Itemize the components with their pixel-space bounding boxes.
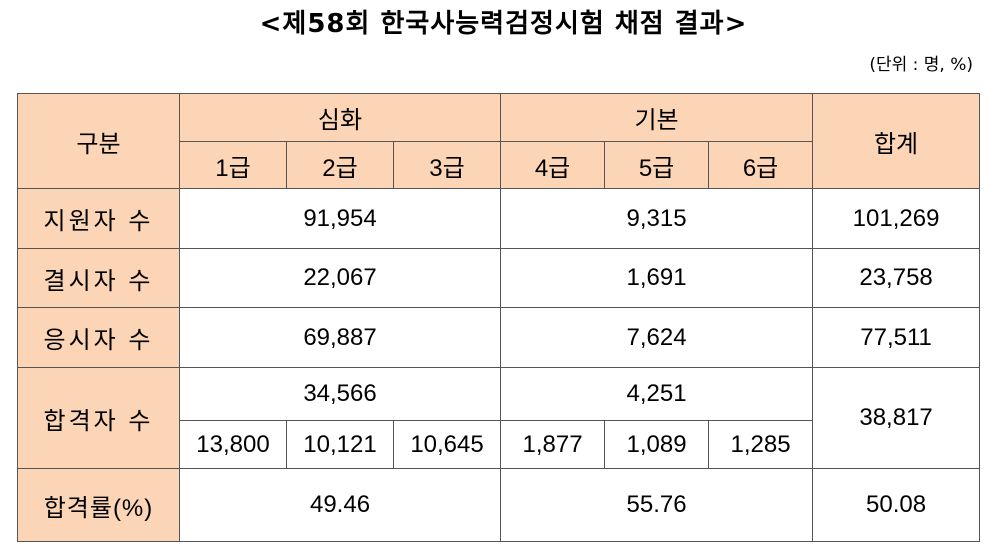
absentees-total: 23,758 bbox=[812, 248, 981, 308]
absentees-basic: 1,691 bbox=[500, 248, 814, 308]
examinees-advanced: 69,887 bbox=[178, 307, 502, 368]
header-grade-6: 6급 bbox=[708, 141, 814, 189]
pass-rate-total: 50.08 bbox=[812, 468, 981, 542]
passers-grade-5: 1,089 bbox=[604, 420, 710, 469]
row-label-passers: 합격자 수 bbox=[17, 367, 180, 469]
row-label-examinees: 응시자 수 bbox=[17, 307, 180, 368]
table-row: 응시자 수 69,887 7,624 77,511 bbox=[17, 307, 981, 368]
passers-basic: 4,251 bbox=[500, 367, 814, 421]
table-row: 지원자 수 91,954 9,315 101,269 bbox=[17, 188, 981, 249]
header-grade-3: 3급 bbox=[392, 141, 502, 189]
table-row: 합격률(%) 49.46 55.76 50.08 bbox=[17, 468, 981, 542]
pass-rate-advanced: 49.46 bbox=[178, 468, 502, 542]
examinees-total: 77,511 bbox=[812, 307, 981, 368]
table-row: 결시자 수 22,067 1,691 23,758 bbox=[17, 248, 981, 308]
table-row: 합격자 수 34,566 4,251 38,817 bbox=[17, 367, 981, 469]
absentees-advanced: 22,067 bbox=[178, 248, 502, 308]
row-label-applicants: 지원자 수 bbox=[17, 188, 180, 249]
header-grade-1: 1급 bbox=[179, 141, 287, 189]
passers-grade-1: 13,800 bbox=[179, 420, 287, 469]
examinees-basic: 7,624 bbox=[500, 307, 814, 368]
results-table: 구분 심화 기본 합계 1급 2급 3급 4급 5급 6급 지원자 수 91,9… bbox=[17, 93, 981, 542]
passers-advanced: 34,566 bbox=[178, 367, 502, 421]
row-label-pass-rate: 합격률(%) bbox=[17, 468, 180, 542]
passers-grade-4: 1,877 bbox=[500, 420, 606, 469]
pass-rate-basic: 55.76 bbox=[500, 468, 814, 542]
page-title: <제58회 한국사능력검정시험 채점 결과> bbox=[259, 9, 748, 39]
passers-grade-2: 10,121 bbox=[286, 420, 394, 469]
header-advanced: 심화 bbox=[178, 93, 502, 142]
applicants-total: 101,269 bbox=[812, 188, 981, 249]
header-total: 합계 bbox=[812, 93, 981, 189]
applicants-advanced: 91,954 bbox=[178, 188, 502, 249]
passers-grade-3: 10,645 bbox=[392, 420, 502, 469]
header-basic: 기본 bbox=[500, 93, 814, 142]
header-grade-2: 2급 bbox=[286, 141, 394, 189]
passers-total: 38,817 bbox=[812, 367, 981, 469]
unit-note: (단위 : 명, %) bbox=[869, 55, 973, 75]
applicants-basic: 9,315 bbox=[500, 188, 814, 249]
header-category: 구분 bbox=[17, 93, 180, 189]
header-grade-4: 4급 bbox=[500, 141, 606, 189]
header-grade-5: 5급 bbox=[604, 141, 710, 189]
passers-grade-6: 1,285 bbox=[708, 420, 814, 469]
row-label-absentees: 결시자 수 bbox=[17, 248, 180, 308]
